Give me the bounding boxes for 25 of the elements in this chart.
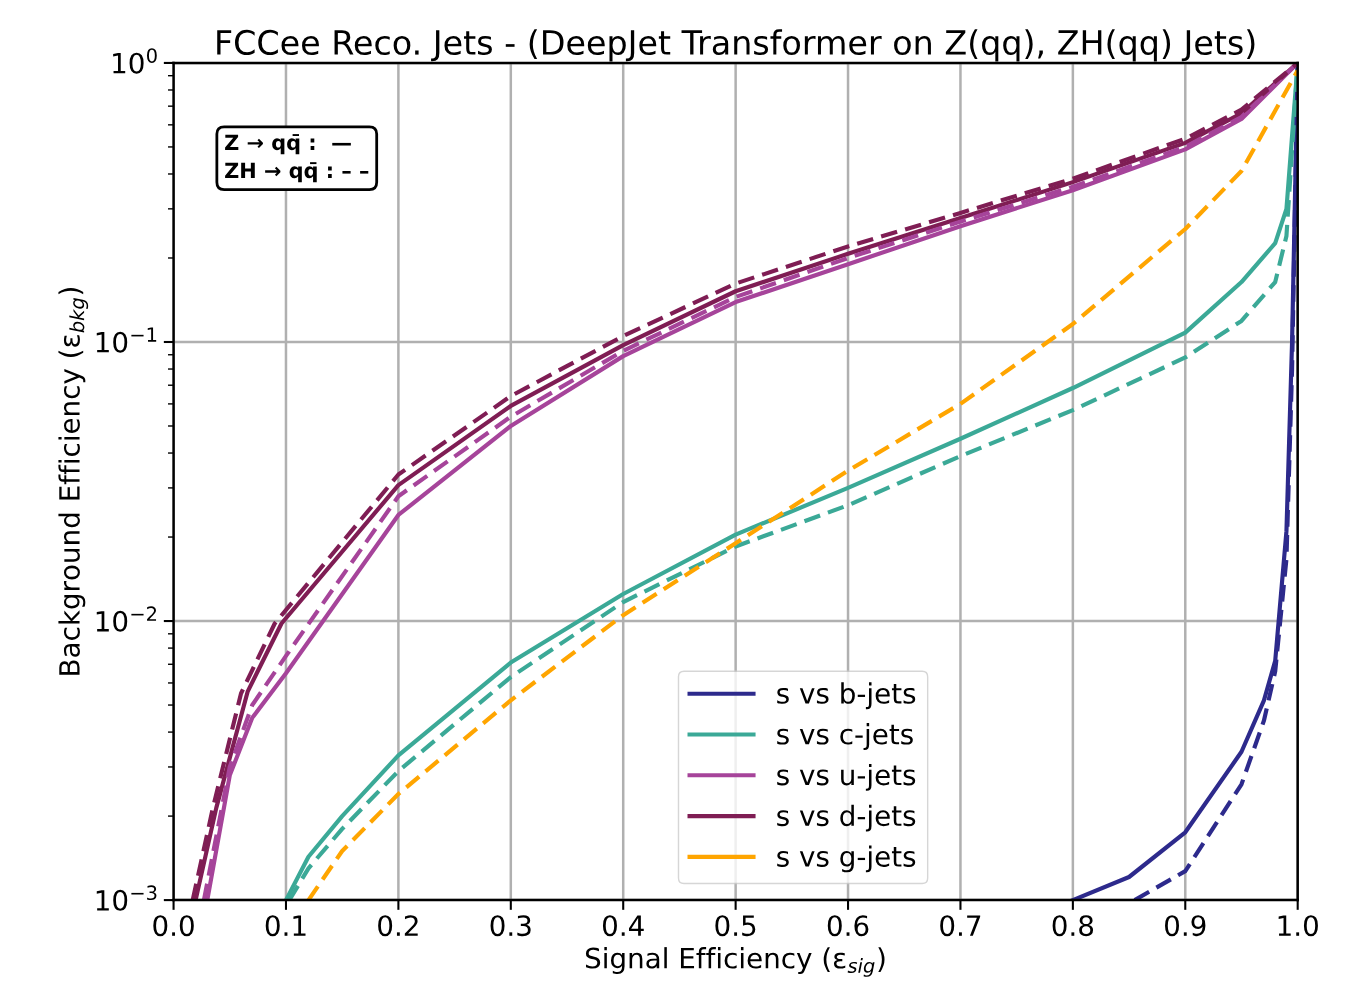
y-tick-label: 10$^{−3}$ xyxy=(96,885,157,911)
y-tick-label: 10$^{0}$ xyxy=(113,48,157,74)
annotation: Z → qq̄ : — xyxy=(225,134,351,155)
x-tick-label: 1.0 xyxy=(1278,915,1318,937)
legend-label: s vs g-jets xyxy=(777,845,916,873)
legend-label: s vs d-jets xyxy=(777,804,916,832)
x-tick-label: 0.9 xyxy=(1165,915,1206,937)
y-tick-label: 10$^{−2}$ xyxy=(96,606,157,632)
x-tick-label: 0.4 xyxy=(602,915,644,937)
x-tick-label: 0.7 xyxy=(940,915,981,937)
x-axis-title: Signal Efficiency (ε$_{sig}$) xyxy=(585,947,885,977)
x-tick-label: 0.3 xyxy=(490,915,531,937)
y-axis-title: Background Efficiency (ε$_{bkg}$) xyxy=(58,288,89,675)
x-tick-label: 0.0 xyxy=(153,915,194,937)
x-tick-label: 0.2 xyxy=(378,915,418,937)
x-tick-label: 0.5 xyxy=(715,915,756,937)
annotation: ZH → qq̄ : – – xyxy=(225,162,369,183)
chart-title: FCCee Reco. Jets - (DeepJet Transformer on Z(qq), ZH(qq) Jets) xyxy=(217,29,1255,62)
legend-label: s vs c-jets xyxy=(777,723,913,750)
legend-label: s vs b-jets xyxy=(777,682,916,710)
legend-label: s vs u-jets xyxy=(777,763,916,791)
x-tick-label: 0.8 xyxy=(1052,915,1094,937)
y-tick-label: 10$^{−1}$ xyxy=(96,327,157,353)
x-tick-label: 0.6 xyxy=(827,915,869,937)
x-tick-label: 0.1 xyxy=(265,915,306,937)
